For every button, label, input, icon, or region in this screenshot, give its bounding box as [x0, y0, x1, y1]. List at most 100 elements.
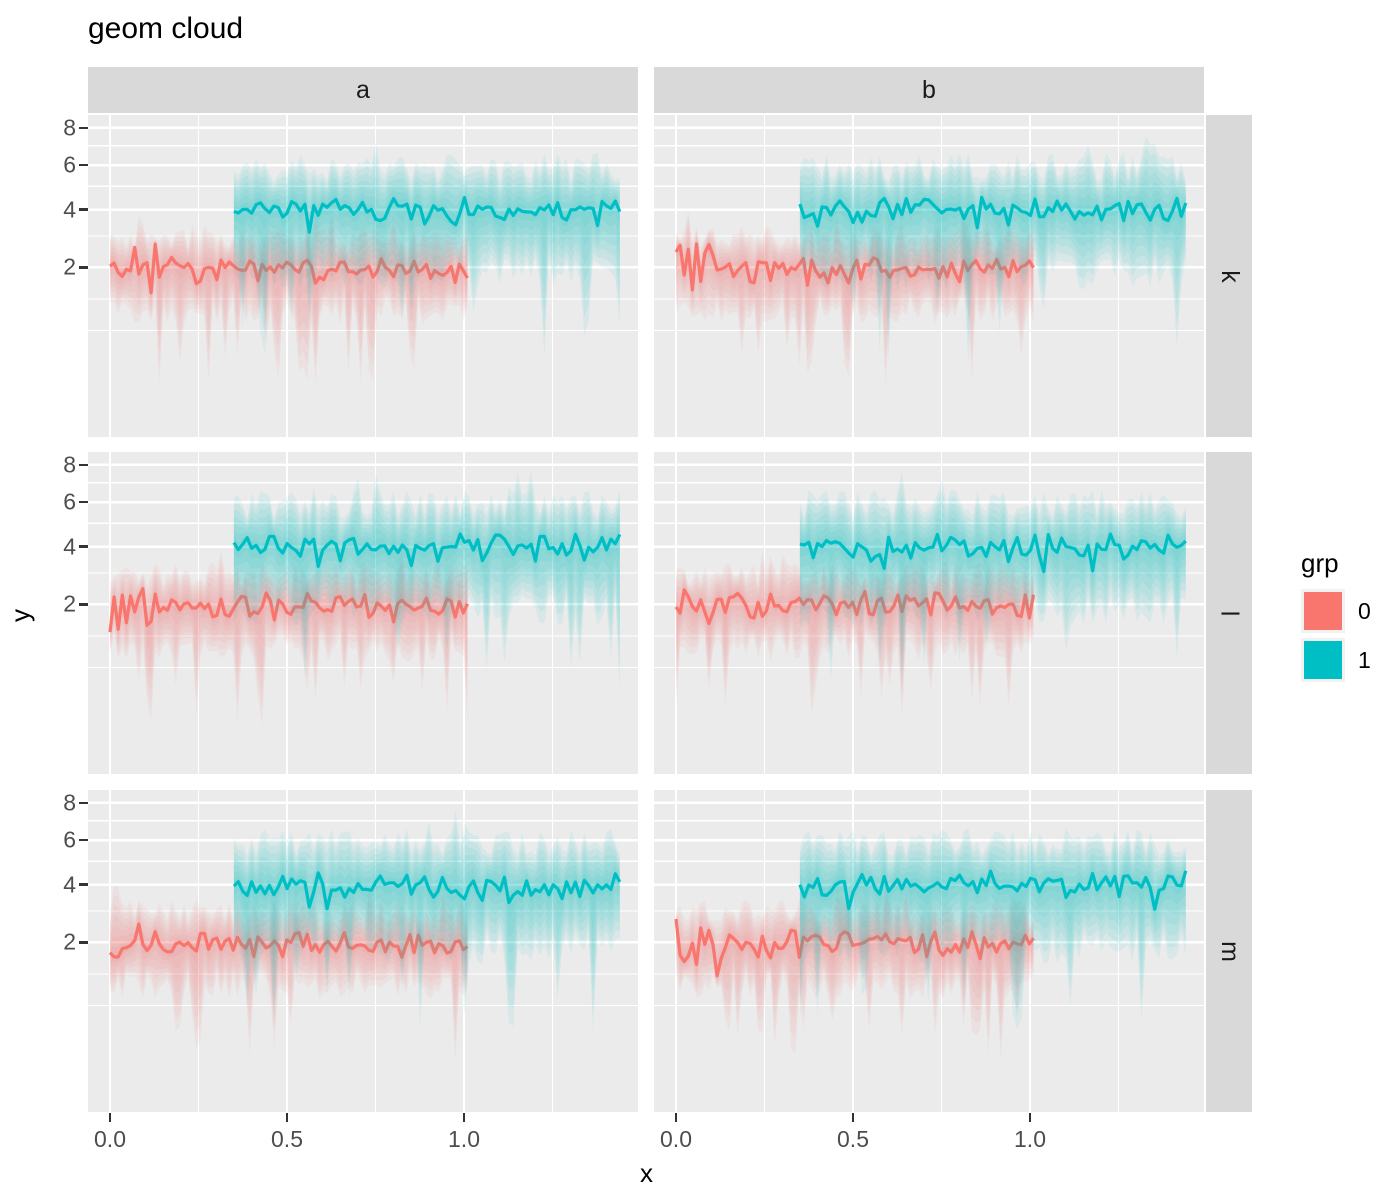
- cloud-layer: [676, 572, 1034, 672]
- facet-panel-b-l: [654, 452, 1204, 774]
- cloud-layer: [110, 555, 468, 709]
- y-tick-mark: [79, 126, 88, 130]
- panel-canvas: [654, 790, 1204, 1112]
- cloud-layer: [233, 470, 620, 694]
- facet-strip-label: a: [356, 75, 370, 104]
- x-tick-label: 0.0: [94, 1126, 126, 1152]
- y-tick-label: 8: [63, 114, 76, 141]
- cloud-layer: [799, 135, 1186, 363]
- facet-panel-a-l: [88, 452, 638, 774]
- series-line-group0: [674, 918, 1035, 978]
- cloud-layer: [233, 521, 620, 587]
- facet-strip-label: k: [1215, 269, 1244, 283]
- y-tick-mark: [79, 801, 88, 805]
- x-tick-mark: [462, 1113, 466, 1122]
- y-tick-mark: [79, 463, 88, 467]
- cloud-layer: [799, 827, 1186, 1030]
- legend-label-group0: 0: [1358, 597, 1371, 624]
- series-line-group0: [109, 242, 469, 295]
- facet-strip-label: m: [1215, 940, 1244, 962]
- cloud-layer: [110, 577, 468, 664]
- cloud-layer: [233, 809, 620, 1033]
- cloud-layer: [110, 884, 468, 1062]
- x-tick-label: 1.0: [1014, 1126, 1046, 1152]
- cloud-layer: [799, 146, 1186, 341]
- cloud-layer: [110, 570, 468, 678]
- x-tick-mark: [108, 1113, 112, 1122]
- cloud-layer: [676, 899, 1034, 1026]
- series-cloud-group0: [676, 210, 1034, 387]
- facet-strip-col-b: b: [654, 67, 1204, 113]
- legend-swatch-group1: [1304, 641, 1342, 679]
- cloud-layer: [233, 163, 620, 316]
- cloud-layer: [799, 517, 1186, 613]
- series-cloud-group0: [110, 547, 468, 726]
- panel-canvas: [88, 115, 638, 437]
- series-line-group1: [798, 195, 1188, 230]
- facet-panel-a-m: [88, 790, 638, 1112]
- cloud-layer: [233, 528, 620, 573]
- facet-strip-label: b: [922, 75, 936, 104]
- cloud-layer: [676, 241, 1034, 298]
- cloud-layer: [676, 221, 1034, 353]
- y-tick-label: 4: [63, 533, 76, 560]
- series-line-group1: [232, 871, 622, 911]
- y-tick-mark: [79, 164, 88, 167]
- panel-canvas: [88, 790, 638, 1112]
- y-tick-label: 6: [63, 488, 76, 515]
- cloud-layer: [110, 235, 468, 341]
- series-cloud-group1: [233, 470, 620, 694]
- cloud-layer: [110, 242, 468, 313]
- x-axis-title: x: [640, 1158, 653, 1188]
- y-tick-mark: [79, 266, 88, 269]
- legend-key-background: [1301, 638, 1345, 682]
- gridlines: [88, 790, 638, 1112]
- facet-panel-b-k: [654, 115, 1204, 437]
- panel-canvas: [654, 115, 1204, 437]
- x-tick-mark: [285, 1113, 289, 1122]
- y-tick-label: 6: [63, 151, 76, 178]
- cloud-layer: [676, 913, 1034, 994]
- facet-strip-label: l: [1215, 610, 1244, 616]
- y-tick-mark: [79, 501, 88, 504]
- cloud-layer: [676, 906, 1034, 1010]
- cloud-layer: [676, 238, 1034, 311]
- panel-canvas: [88, 452, 638, 774]
- facet-strip-col-a: a: [88, 67, 638, 113]
- legend-title: grp: [1301, 548, 1339, 578]
- panel-canvas: [654, 452, 1204, 774]
- series-cloud-group1: [799, 471, 1186, 694]
- cloud-layer: [799, 482, 1186, 674]
- cloud-layer: [676, 210, 1034, 387]
- y-tick-label: 8: [63, 789, 76, 816]
- y-tick-label: 2: [63, 253, 76, 280]
- panel-background: [88, 790, 638, 1112]
- series-line-group0: [674, 242, 1035, 292]
- y-tick-label: 2: [63, 928, 76, 955]
- legend-key-group1: 1: [1301, 638, 1396, 682]
- y-axis-title: y: [5, 609, 35, 622]
- cloud-layer: [110, 894, 468, 1045]
- facet-strip-row-k: k: [1206, 115, 1252, 437]
- x-tick-mark: [674, 1113, 678, 1122]
- legend-label-group1: 1: [1358, 646, 1371, 673]
- cloud-layer: [799, 523, 1186, 593]
- cloud-layer: [110, 227, 468, 356]
- x-tick-mark: [1028, 1113, 1032, 1122]
- cloud-layer: [110, 241, 468, 327]
- cloud-layer: [233, 844, 620, 973]
- x-tick-mark: [851, 1113, 855, 1122]
- x-tick-label: 0.0: [660, 1126, 692, 1152]
- cloud-layer: [799, 494, 1186, 654]
- y-tick-label: 4: [63, 196, 76, 223]
- facet-panel-a-k: [88, 115, 638, 437]
- series-cloud-group1: [233, 809, 620, 1033]
- y-tick-label: 2: [63, 590, 76, 617]
- series-line-group0: [674, 588, 1036, 626]
- panel-background: [88, 115, 638, 437]
- cloud-layer: [233, 141, 620, 358]
- cloud-layer: [676, 892, 1034, 1043]
- cloud-layer: [676, 227, 1034, 337]
- cloud-layer: [799, 168, 1186, 297]
- y-tick-mark: [79, 883, 88, 886]
